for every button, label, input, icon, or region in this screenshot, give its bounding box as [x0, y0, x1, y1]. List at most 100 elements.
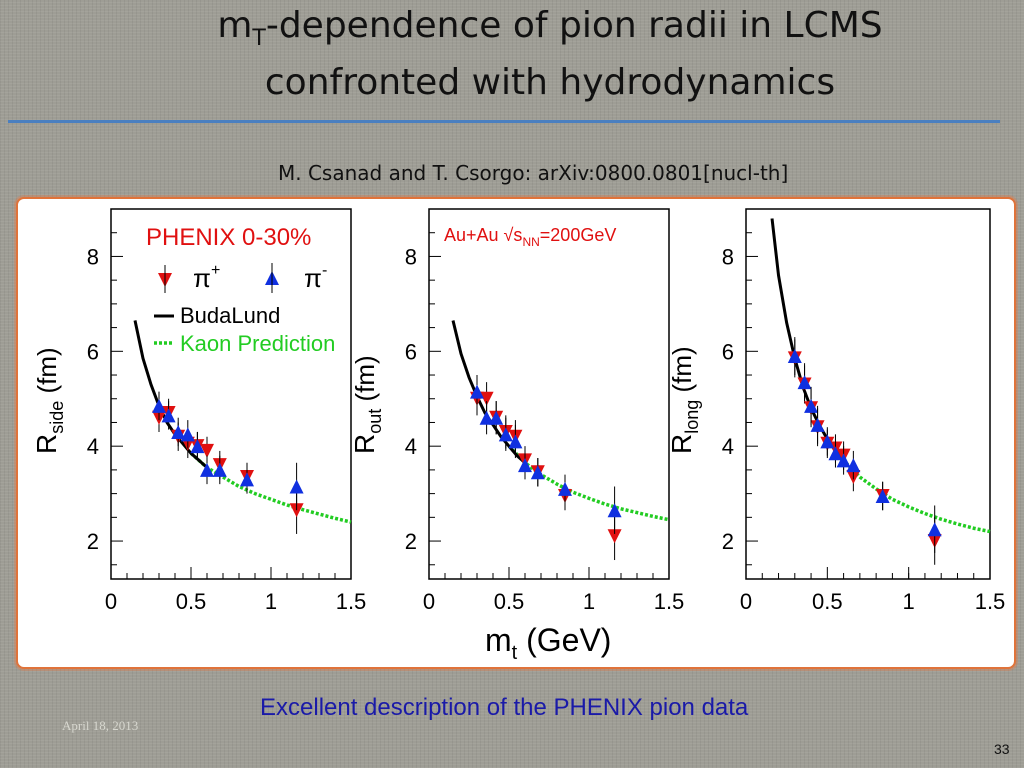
- plot-frame: [110, 208, 352, 580]
- legend-budalund-label: BudaLund: [180, 303, 280, 328]
- pi-minus-marker: [470, 384, 484, 399]
- pi-plus-marker: [479, 391, 494, 406]
- budalund-curve: [133, 320, 208, 469]
- pi-minus-marker: [828, 446, 843, 461]
- title-subscript: T: [252, 26, 266, 52]
- pi-minus-marker: [846, 458, 861, 473]
- pi-minus-marker: [927, 522, 942, 537]
- plot-frame: [745, 208, 991, 580]
- y-axis-label: Rside (fm): [31, 347, 67, 454]
- title-m: m: [217, 5, 253, 46]
- pi-minus-marker: [171, 424, 186, 439]
- pi-minus-marker: [558, 481, 572, 496]
- pi-minus-marker: [836, 453, 851, 468]
- pi-minus-marker: [212, 462, 227, 477]
- pion-radii-charts: 0 0.5 1 1.5 2 4 6 8 Rside (fm) 0 0.5 1 1.5 2 4 6 8 Rout (…: [31, 208, 1006, 664]
- y-axis-label-part-0: R: [666, 434, 697, 454]
- collision-system-label-part-2: =200GeV: [540, 225, 617, 245]
- x-tick-label: 1: [903, 589, 915, 614]
- x-tick-label: 1.5: [975, 589, 1006, 614]
- pi-plus-marker: [607, 529, 622, 544]
- pi-minus-marker: [508, 434, 523, 449]
- pi-minus-marker: [161, 408, 176, 423]
- x-axis-label-part-1: t: [512, 642, 518, 664]
- page-number: 33: [994, 741, 1010, 757]
- pi-minus-marker: [479, 410, 494, 425]
- y-tick-label: 2: [87, 529, 99, 554]
- y-axis-label-part-2: (fm): [32, 347, 62, 400]
- pi-minus-marker: [200, 462, 214, 477]
- kaon-prediction-curve: [189, 451, 352, 524]
- plot-2: 0 0.5 1 1.5 2 4 6 8 Rout (fm): [349, 208, 685, 614]
- pi-minus-marker: [518, 458, 532, 473]
- pi-minus-marker: [489, 410, 504, 425]
- kaon-prediction-curve: [507, 444, 670, 522]
- y-axis-label: Rlong (fm): [666, 346, 702, 454]
- x-tick-label: 1.5: [654, 589, 685, 614]
- slide-title: mT-dependence of pion radii in LCMS conf…: [110, 4, 990, 105]
- y-tick-label: 2: [405, 529, 417, 554]
- collision-system-label: Au+Au √sNN=200GeV: [444, 225, 616, 249]
- y-tick-label: 6: [722, 339, 734, 364]
- y-tick-label: 6: [87, 339, 99, 364]
- citation: M. Csanad and T. Csorgo: arXiv:0800.0801…: [278, 161, 789, 185]
- pi-minus-marker: [530, 465, 545, 480]
- y-axis-label: Rout (fm): [349, 355, 385, 454]
- y-tick-label: 2: [722, 529, 734, 554]
- pi-minus-marker: [607, 503, 622, 518]
- x-tick-label: 0: [105, 589, 117, 614]
- pi-minus-marker: [810, 417, 825, 432]
- pi-minus-marker: [289, 479, 304, 494]
- pi-minus-marker: [152, 398, 166, 413]
- y-axis-label-part-1: out: [365, 409, 385, 434]
- y-tick-label: 6: [405, 339, 417, 364]
- x-axis-label-part-0: m: [485, 622, 512, 658]
- legend-pi-minus-label: π-: [304, 262, 327, 293]
- collision-system-label-part-1: NN: [522, 235, 539, 249]
- kaon-prediction-curve: [825, 438, 991, 534]
- y-tick-label: 4: [405, 434, 417, 459]
- caption: Excellent description of the PHENIX pion…: [260, 694, 749, 721]
- x-tick-label: 1: [583, 589, 595, 614]
- title-rest: -dependence of pion radii in LCMS: [265, 5, 883, 46]
- y-axis-label-part-2: (fm): [667, 346, 697, 399]
- pi-minus-marker: [180, 427, 195, 442]
- legend-pi-plus-label-part-1: +: [211, 262, 220, 279]
- legend-pi-minus-label-part-1: -: [322, 262, 327, 279]
- pi-plus-marker: [200, 443, 214, 458]
- legend-pi-minus-label-part-0: π: [304, 263, 322, 293]
- y-tick-label: 4: [87, 434, 99, 459]
- y-axis-label-part-0: R: [31, 434, 62, 454]
- slide-date: April 18, 2013: [62, 718, 139, 733]
- pi-minus-marker: [875, 488, 890, 503]
- legend-pi-plus-label: π+: [193, 262, 220, 293]
- y-axis-label-part-1: long: [682, 400, 702, 434]
- y-axis-label-part-1: side: [47, 401, 67, 434]
- pi-minus-marker: [498, 427, 513, 442]
- plot-frame: [428, 208, 670, 580]
- y-axis-label-part-0: R: [349, 434, 380, 454]
- x-tick-label: 1: [265, 589, 277, 614]
- legend-pi-plus-label-part-0: π: [193, 263, 211, 293]
- title-divider: [8, 120, 1000, 123]
- pi-minus-marker: [240, 472, 254, 487]
- legend-kaon-label: Kaon Prediction: [180, 331, 335, 356]
- title-line2: confronted with hydrodynamics: [264, 62, 836, 104]
- budalund-curve: [770, 218, 845, 462]
- y-tick-label: 8: [405, 244, 417, 269]
- x-tick-label: 1.5: [336, 589, 367, 614]
- y-axis-label-part-2: (fm): [350, 355, 380, 408]
- x-tick-label: 0.5: [176, 589, 207, 614]
- x-axis-label: mt (GeV): [485, 622, 611, 664]
- collision-system-label-part-0: Au+Au √s: [444, 225, 522, 245]
- legend-centrality: PHENIX 0-30%: [146, 224, 311, 251]
- pi-minus-marker: [190, 439, 205, 454]
- x-axis-label-part-2: (GeV): [517, 622, 611, 658]
- y-tick-label: 4: [722, 434, 734, 459]
- x-tick-label: 0.5: [494, 589, 525, 614]
- pi-minus-marker: [804, 398, 819, 413]
- chart-panel: 0 0.5 1 1.5 2 4 6 8 Rside (fm) 0 0.5 1 1.5 2 4 6 8 Rout (…: [16, 197, 1016, 669]
- y-tick-label: 8: [87, 244, 99, 269]
- x-tick-label: 0.5: [812, 589, 843, 614]
- plot-1: 0 0.5 1 1.5 2 4 6 8 Rside (fm): [31, 208, 367, 614]
